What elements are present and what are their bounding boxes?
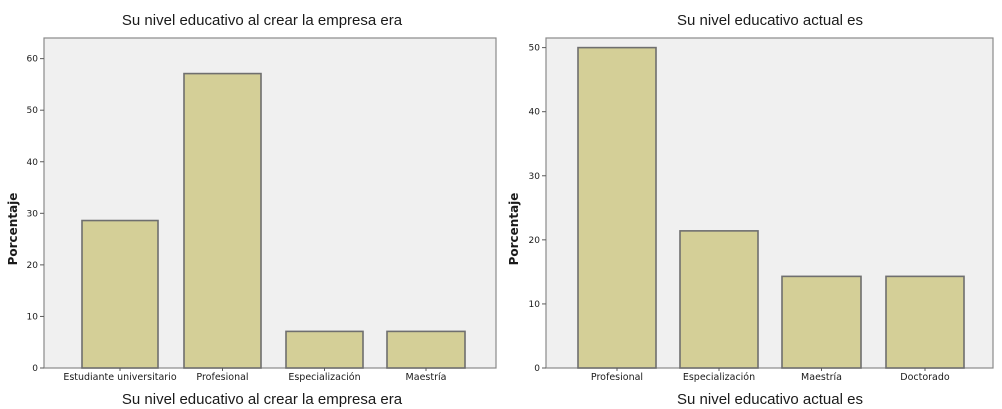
y-tick-label: 0: [32, 364, 38, 374]
y-tick-label: 10: [27, 312, 39, 322]
bar: [679, 230, 759, 369]
x-tick-label: Estudiante universitario: [63, 372, 177, 383]
x-axis-label: Su nivel educativo actual es: [677, 391, 863, 408]
bar: [885, 275, 965, 369]
y-tick-label: 50: [529, 44, 541, 54]
x-tick-label: Profesional: [196, 372, 248, 383]
x-tick-label: Profesional: [591, 372, 643, 383]
y-tick-label: 20: [529, 236, 541, 246]
chart-title: Su nivel educativo al crear la empresa e…: [122, 12, 403, 29]
y-tick-label: 30: [27, 209, 39, 219]
y-tick-label: 40: [27, 158, 39, 168]
y-tick-label: 60: [27, 55, 39, 65]
bar: [781, 275, 862, 369]
x-tick-label: Especialización: [288, 372, 360, 383]
y-axis-label: Porcentaje: [6, 193, 20, 266]
y-tick-label: 30: [529, 172, 541, 182]
x-axis-label: Su nivel educativo al crear la empresa e…: [122, 391, 403, 408]
y-tick-label: 0: [534, 364, 540, 374]
bar: [386, 330, 466, 369]
x-tick-label: Doctorado: [900, 372, 950, 383]
y-tick-label: 20: [27, 261, 39, 271]
bar: [183, 72, 262, 369]
y-tick-label: 50: [27, 106, 39, 116]
y-tick-label: 10: [529, 300, 541, 310]
chart-current-education: Su nivel educativo actual es Su nivel ed…: [507, 12, 994, 408]
x-tick-label: Maestría: [801, 372, 842, 383]
chart-title: Su nivel educativo actual es: [677, 12, 863, 29]
bar: [285, 330, 364, 369]
y-axis-label: Porcentaje: [507, 193, 521, 266]
x-tick-label: Maestría: [406, 372, 447, 383]
y-tick-label: 40: [529, 108, 541, 118]
x-tick-label: Especialización: [683, 372, 755, 383]
bar: [81, 219, 159, 369]
chart-education-at-founding: Su nivel educativo al crear la empresa e…: [6, 12, 497, 408]
bar: [577, 46, 657, 369]
